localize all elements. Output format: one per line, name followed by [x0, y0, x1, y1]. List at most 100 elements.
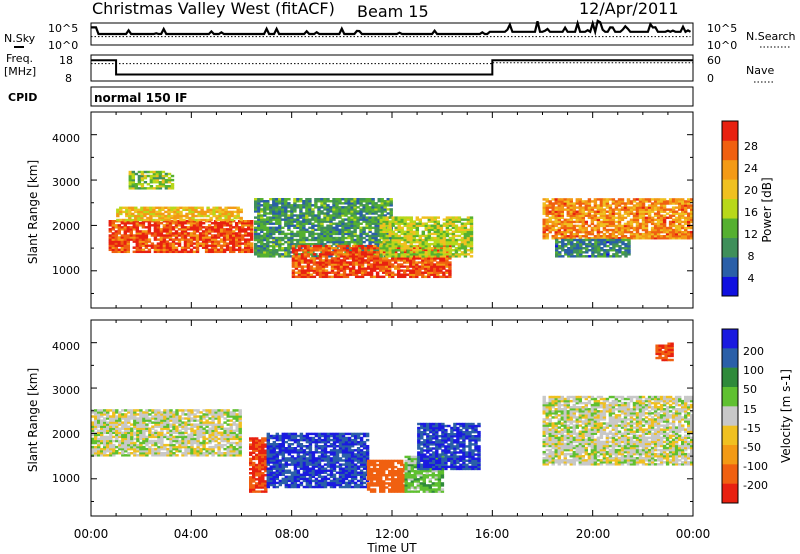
power-cell [365, 216, 369, 219]
power-cell [362, 220, 366, 223]
power-cell [557, 220, 562, 224]
power-cell [161, 214, 165, 218]
power-cell [687, 216, 691, 220]
power-cell [290, 208, 294, 211]
velocity-cell [94, 419, 98, 422]
power-cell [403, 247, 407, 250]
power-cell [421, 255, 426, 258]
power-cell [266, 204, 270, 207]
power-cell [314, 236, 318, 240]
power-cell [183, 250, 188, 254]
power-cell [380, 198, 384, 201]
power-cell [300, 257, 305, 260]
velocity-cell [103, 435, 107, 439]
power-cell [620, 237, 625, 240]
power-cell [201, 240, 206, 243]
power-cell [609, 249, 613, 252]
power-cell [140, 206, 144, 210]
velocity-cell [124, 419, 128, 422]
power-cell [400, 218, 404, 221]
power-cell [158, 172, 163, 176]
power-cell [333, 251, 338, 254]
power-cell [161, 176, 166, 180]
power-cell [587, 212, 592, 215]
power-cell [684, 212, 688, 215]
power-cell [225, 228, 230, 231]
power-cell [674, 220, 679, 224]
power-cell [284, 253, 288, 256]
power-cell [448, 265, 452, 268]
power-cell [344, 242, 348, 246]
power-cell [436, 220, 441, 223]
power-cell [300, 249, 305, 252]
power-cell [603, 249, 607, 252]
power-cell [329, 226, 333, 230]
power-cell [382, 275, 386, 279]
power-cell [650, 218, 655, 222]
power-cell [336, 244, 341, 248]
power-cell [681, 216, 685, 220]
power-cell [186, 250, 191, 254]
power-cell [641, 206, 646, 209]
power-cell [665, 202, 670, 205]
power-cell [335, 232, 339, 236]
power-cell [569, 198, 574, 201]
power-cell [415, 218, 420, 221]
power-cell [427, 273, 431, 276]
power-cell [320, 222, 324, 225]
power-cell [176, 216, 180, 220]
power-cell [374, 204, 378, 207]
power-cell [312, 267, 317, 270]
power-cell [180, 246, 185, 249]
power-cell [281, 214, 285, 217]
power-cell [146, 216, 150, 220]
power-cell [388, 224, 392, 227]
power-cell [158, 181, 163, 184]
power-cell [617, 204, 622, 207]
power-cell [436, 249, 440, 252]
power-cell [555, 249, 559, 252]
power-cell [356, 210, 360, 213]
power-cell [186, 238, 191, 241]
power-cell [566, 206, 571, 209]
power-cell [272, 242, 276, 246]
power-cell [170, 174, 175, 178]
power-cell [235, 228, 239, 231]
power-cell [678, 214, 682, 217]
power-cell [400, 263, 404, 266]
power-cell [315, 263, 320, 266]
power-cell [409, 236, 414, 240]
power-cell [561, 255, 565, 258]
power-cell [344, 236, 348, 240]
power-cell [303, 259, 308, 262]
power-cell [320, 212, 324, 215]
velocity-cell [187, 447, 191, 451]
power-cell [557, 216, 562, 220]
power-cell [293, 242, 297, 246]
velocity-cell [130, 417, 134, 420]
power-cell [158, 216, 162, 220]
power-cell [674, 210, 679, 213]
power-cell [674, 230, 679, 234]
power-cell [210, 222, 215, 225]
power-cell [659, 210, 664, 213]
power-cell [339, 244, 344, 248]
velocity-cell [145, 447, 149, 451]
power-cell [287, 214, 291, 217]
power-cell [614, 202, 619, 205]
velocity-cell [133, 419, 137, 422]
power-cell [147, 222, 152, 225]
power-cell [687, 206, 691, 209]
power-cell [596, 212, 601, 215]
power-cell [159, 230, 164, 233]
power-colorbar-segment [722, 121, 738, 141]
power-cell [192, 238, 197, 241]
power-cell [235, 236, 239, 239]
velocity-cell [118, 421, 122, 424]
power-cell [388, 263, 392, 266]
power-cell [203, 214, 207, 218]
power-cell [232, 248, 236, 252]
power-cell [409, 240, 414, 244]
power-cell [454, 255, 459, 258]
power-cell [318, 275, 323, 279]
